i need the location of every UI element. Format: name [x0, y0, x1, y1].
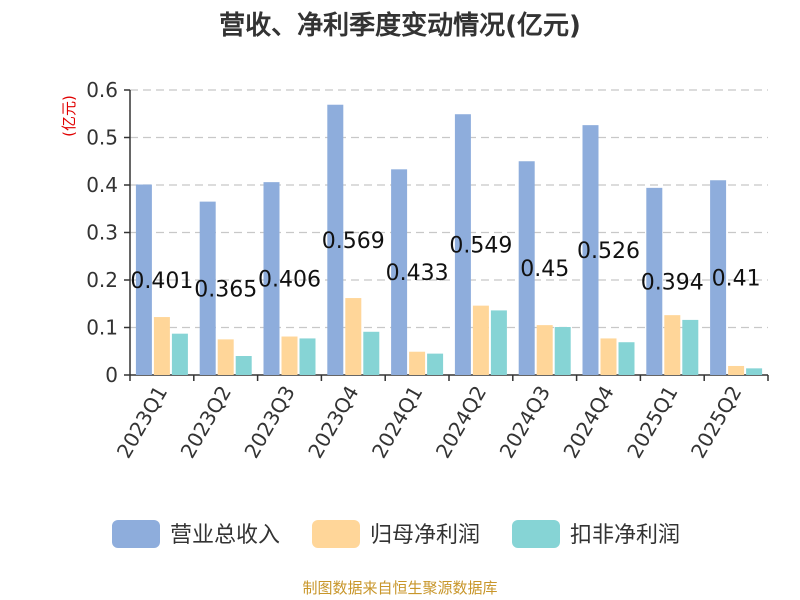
legend-swatch: [512, 520, 560, 548]
bar: [554, 327, 571, 375]
x-tick-label: 2024Q2: [431, 382, 491, 463]
bar: [135, 184, 152, 375]
y-axis-label: (亿元): [60, 95, 78, 137]
bar: [153, 317, 170, 375]
legend-item[interactable]: 归母净利润: [312, 520, 480, 548]
x-tick-label: 2023Q3: [239, 382, 299, 463]
bar: [490, 310, 507, 375]
y-tick-label: 0: [105, 363, 118, 387]
data-label: 0.569: [322, 229, 385, 254]
x-tick-label: 2024Q1: [367, 382, 427, 463]
legend[interactable]: 营业总收入 归母净利润 扣非净利润: [112, 520, 680, 548]
x-tick-label: 2025Q2: [686, 382, 746, 463]
data-label: 0.394: [641, 270, 704, 295]
bar: [327, 104, 344, 375]
bar: [363, 331, 380, 375]
bar: [746, 368, 763, 375]
bar: [472, 305, 489, 375]
x-tick-label: 2023Q4: [303, 382, 363, 463]
bar: [235, 356, 252, 375]
legend-label: 归母净利润: [370, 523, 480, 548]
data-label: 0.401: [130, 269, 193, 294]
x-tick-label: 2023Q1: [112, 382, 172, 463]
data-label: 0.41: [712, 267, 761, 292]
legend-swatch: [112, 520, 160, 548]
bar: [391, 169, 408, 375]
data-label: 0.526: [577, 239, 640, 264]
bar: [409, 351, 426, 375]
legend-item[interactable]: 营业总收入: [112, 520, 280, 548]
data-label: 0.433: [386, 261, 449, 286]
data-labels: 0.401 0.365 0.4060.5690.4330.5490.450.5260…: [130, 229, 760, 302]
chart-title: 营收、净利季度变动情况(亿元): [219, 10, 581, 41]
bar: [171, 333, 188, 375]
grid-lines: [130, 89, 768, 329]
bar: [646, 187, 663, 375]
bar: [600, 338, 617, 375]
bar: [518, 161, 535, 375]
bar: [454, 114, 471, 375]
legend-label: 扣非净利润: [570, 523, 680, 548]
bar: [427, 353, 444, 375]
x-tick-label: 2023Q2: [176, 382, 236, 463]
x-tick-label: 2025Q1: [622, 382, 682, 463]
bar: [710, 180, 727, 375]
bar: [536, 325, 553, 375]
bar: [263, 182, 280, 375]
data-label: 0.406: [258, 268, 321, 293]
bar: [728, 365, 745, 375]
legend-label: 营业总收入: [170, 523, 280, 548]
bar: [664, 315, 681, 375]
bars: [135, 104, 763, 376]
bar: [299, 338, 316, 375]
y-tick-label: 0.6: [86, 78, 118, 102]
bar: [582, 125, 599, 376]
bar: [618, 342, 635, 375]
y-tick-label: 0.4: [86, 173, 118, 197]
bar: [345, 298, 362, 375]
data-label: 0.45: [520, 257, 569, 282]
y-tick-label: 0.1: [86, 316, 118, 340]
x-tick-label: 2024Q4: [558, 382, 618, 463]
bar: [281, 336, 298, 375]
data-label: 0.549: [449, 234, 512, 259]
data-label: 0.365: [194, 277, 257, 302]
bar: [217, 339, 234, 375]
bar: [682, 319, 699, 375]
source-note: 制图数据来自恒生聚源数据库: [302, 579, 497, 597]
legend-item[interactable]: 扣非净利润: [512, 520, 680, 548]
x-tick-label: 2024Q3: [495, 382, 555, 463]
legend-swatch: [312, 520, 360, 548]
y-tick-label: 0.2: [86, 268, 118, 292]
y-tick-label: 0.5: [86, 126, 118, 150]
bar: [199, 201, 216, 375]
y-tick-label: 0.3: [86, 221, 118, 245]
